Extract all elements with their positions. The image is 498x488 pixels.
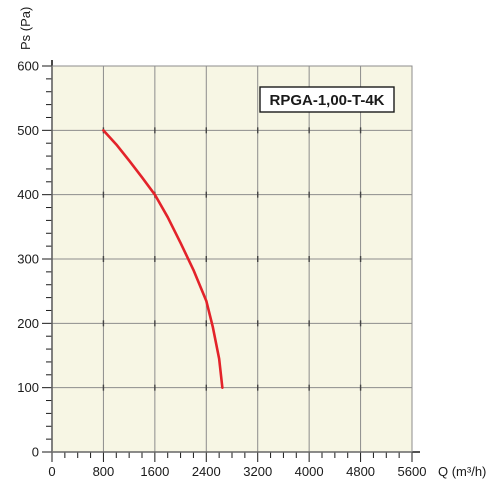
axes [51, 60, 420, 453]
minor-ticks [42, 65, 413, 462]
series-group [102, 129, 224, 389]
y-tick-label: 300 [17, 252, 39, 267]
x-tick-label: 3200 [243, 464, 272, 479]
x-tick-label: 4800 [346, 464, 375, 479]
x-axis-title: Q (m³/h) [438, 464, 486, 479]
y-tick-label: 0 [32, 445, 39, 460]
y-axis-title: Ps (Pa) [18, 7, 33, 50]
tick-labels: 0 100 200 300 400 500 600 0 800 1600 2400 3200 4000 4… [17, 59, 426, 480]
y-tick-label: 400 [17, 187, 39, 202]
x-tick-label: 800 [93, 464, 115, 479]
x-tick-label: 0 [48, 464, 55, 479]
y-tick-label: 500 [17, 123, 39, 138]
model-label: RPGA-1,00-T-4K [269, 92, 384, 109]
x-tick-label: 4000 [295, 464, 324, 479]
y-tick-label: 200 [17, 316, 39, 331]
x-tick-label: 5600 [398, 464, 427, 479]
model-label-box [259, 86, 395, 113]
plot-frame [51, 65, 413, 453]
x-tick-label: 1600 [140, 464, 169, 479]
series-line-0 [102, 129, 224, 389]
y-tick-label: 100 [17, 380, 39, 395]
y-tick-label: 600 [17, 59, 39, 74]
x-tick-label: 2400 [192, 464, 221, 479]
